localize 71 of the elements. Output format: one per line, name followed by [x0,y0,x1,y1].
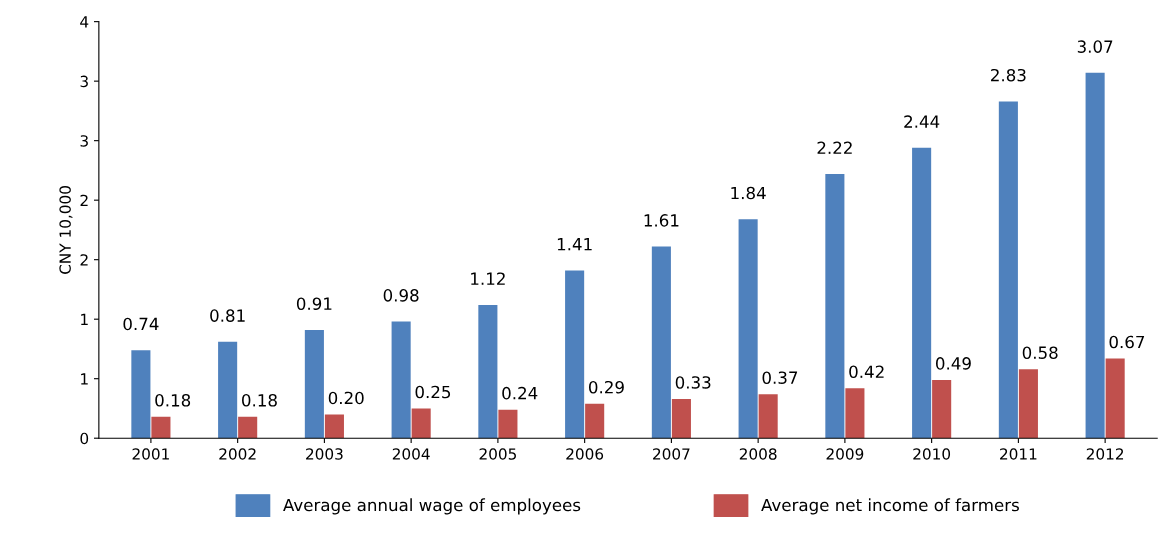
data-label: 0.81 [210,309,245,322]
bar [738,219,758,439]
data-label: 0.58 [1022,346,1058,359]
data-label: 1.84 [731,186,766,200]
x-tick-label: 2012 [1086,448,1124,460]
data-label: 0.49 [935,357,971,370]
x-tick-label: 2005 [479,448,516,460]
data-label: 0.18 [155,394,191,407]
data-label: 2.22 [817,141,852,154]
bar [565,270,585,439]
y-tick-label: 3 [80,135,88,147]
bar [651,246,671,439]
legend-label: Average net income of farmers [761,498,1019,515]
data-label: 0.91 [296,297,332,311]
x-tick-label: 2004 [392,448,430,460]
bar [1105,358,1125,439]
bar [324,414,344,439]
bar [671,398,691,439]
bar [478,304,498,439]
data-label: 1.12 [471,272,505,285]
x-tick-label: 2009 [826,448,864,460]
data-label: 0.42 [849,365,884,379]
bar [498,409,518,439]
y-tick-label: 4 [80,16,89,28]
x-tick-label: 2008 [739,448,777,460]
x-tick-label: 2002 [219,448,256,460]
data-label: 0.24 [502,386,538,400]
y-tick-label: 2 [80,194,88,206]
data-label: 0.98 [383,289,419,302]
data-label: 0.74 [123,317,159,331]
bar [825,173,845,439]
y-tick-label: 1 [81,373,88,385]
bar [391,321,411,439]
bar [238,416,258,439]
data-label: 1.61 [644,214,679,227]
x-tick-label: 2007 [653,448,690,460]
data-label: 0.25 [415,385,451,399]
bar [998,101,1018,439]
bar [411,408,431,439]
bar [1085,72,1105,439]
data-label: 2.44 [904,115,940,128]
y-axis-title: CNY 10,000 [59,186,73,274]
bar [585,403,605,439]
bar [932,379,952,439]
data-label: 0.18 [242,394,277,407]
data-label: 0.29 [589,380,624,394]
data-label: 2.83 [991,68,1026,82]
y-tick-label: 2 [80,254,88,266]
data-label: 0.33 [675,376,711,389]
data-label: 1.41 [557,238,592,251]
data-label: 3.07 [1077,40,1113,53]
legend-label: Average annual wage of employees [283,498,581,515]
x-tick-label: 2011 [1000,448,1037,460]
bar [1018,369,1038,439]
bar [845,388,865,439]
data-label: 0.67 [1109,335,1145,349]
x-tick-label: 2010 [913,448,951,460]
bar [131,350,151,439]
x-tick-label: 2006 [566,448,604,460]
bar [758,394,778,439]
y-tick-label: 0 [80,432,89,445]
bar [151,416,171,439]
y-tick-label: 3 [80,75,88,88]
bar [304,329,324,439]
bar [218,341,238,439]
data-label: 0.20 [328,391,364,405]
y-tick-label: 1 [81,313,88,325]
x-tick-label: 2003 [306,448,343,460]
x-tick-label: 2001 [132,448,169,460]
data-label: 0.37 [762,371,798,384]
bar [912,147,932,439]
